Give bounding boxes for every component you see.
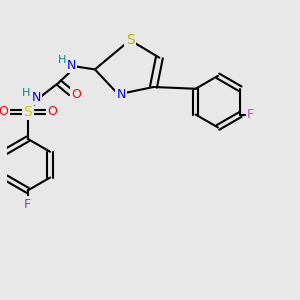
Text: O: O: [71, 88, 81, 101]
Text: O: O: [47, 105, 57, 119]
Text: H: H: [58, 55, 66, 65]
Text: S: S: [126, 33, 134, 47]
Text: F: F: [247, 108, 254, 121]
Text: H: H: [22, 88, 30, 98]
Text: S: S: [23, 105, 32, 119]
Text: O: O: [0, 105, 8, 119]
Text: N: N: [117, 88, 126, 101]
Text: F: F: [24, 198, 31, 211]
Text: N: N: [67, 58, 76, 71]
Text: N: N: [32, 91, 41, 104]
